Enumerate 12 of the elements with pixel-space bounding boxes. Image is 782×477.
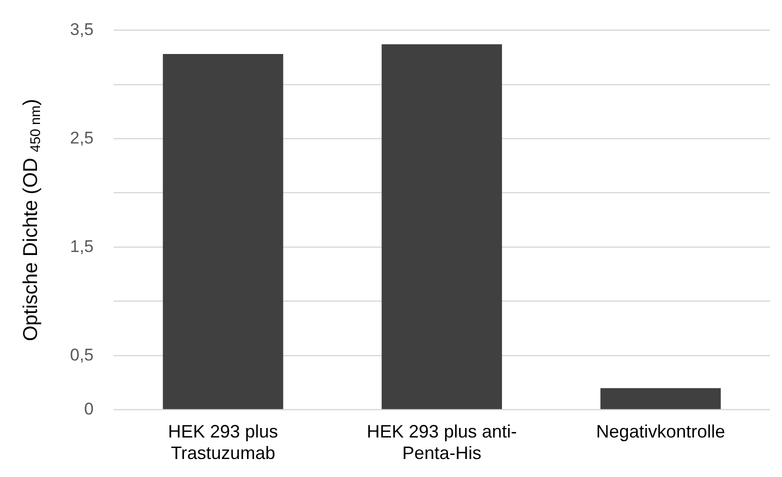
bar <box>162 54 284 410</box>
y-tick-label: 1,5 <box>70 236 94 256</box>
y-tick-label: 3,5 <box>70 20 94 39</box>
y-tick-label: 2,5 <box>70 128 94 148</box>
y-tick-label: 0 <box>84 399 94 418</box>
x-tick-label: Negativkontrolle <box>596 422 726 442</box>
x-tick-label: HEK 293 plus Trastuzumab <box>168 422 278 464</box>
y-tick-label: 0,5 <box>70 345 94 364</box>
x-tick-label: HEK 293 plus anti-Penta-His <box>366 422 517 464</box>
bar <box>382 44 502 410</box>
bar <box>600 388 721 410</box>
y-axis-title: Optische Dichte (OD 450 nm) <box>20 98 43 342</box>
